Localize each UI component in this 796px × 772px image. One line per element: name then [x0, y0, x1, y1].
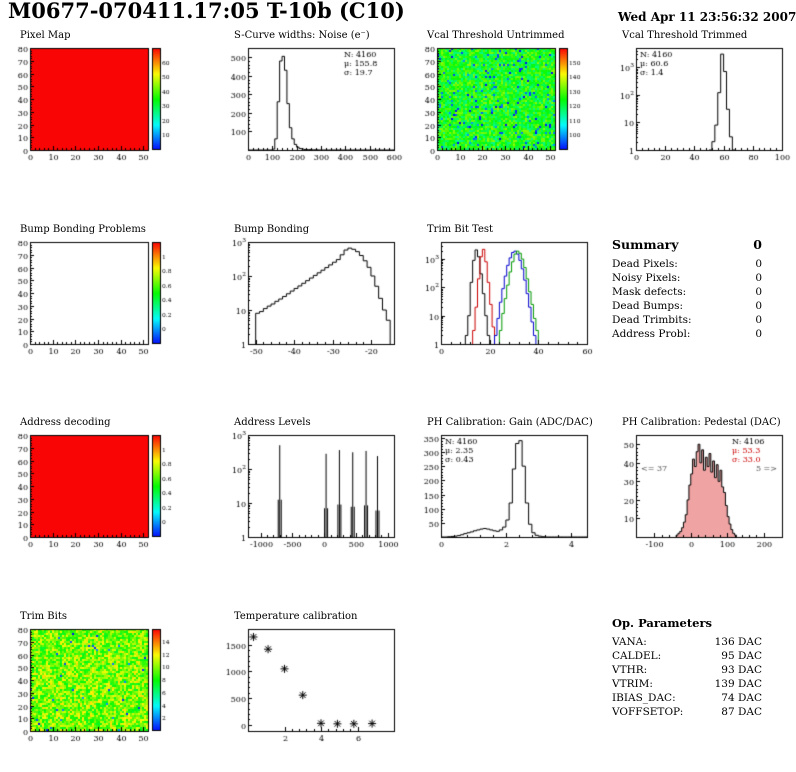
scurve-noise-title: S-Curve widths: Noise (e⁻) — [234, 30, 370, 41]
summary-value: 0 — [755, 258, 762, 270]
summary-value: 0 — [755, 272, 762, 284]
summary-row: Address Probl: 0 — [612, 327, 762, 341]
op-parameter-label: VTHR: — [612, 664, 648, 676]
summary-row: Dead Trimbits: 0 — [612, 313, 762, 327]
cell-bump-bonding: Bump Bonding — [222, 224, 412, 382]
op-parameters-heading: Op. Parameters — [612, 616, 713, 630]
scurve-noise-chart — [222, 42, 412, 187]
op-parameters-heading-row: Op. Parameters — [612, 616, 762, 630]
bump-bonding-title: Bump Bonding — [234, 224, 310, 235]
cell-ph-gain: PH Calibration: Gain (ADC/DAC) — [415, 417, 605, 575]
vcal-trimmed-chart — [610, 42, 796, 187]
timestamp: Wed Apr 11 23:56:32 2007 — [618, 10, 796, 24]
pixel-map-chart — [8, 42, 198, 187]
op-parameters-panel: Op. Parameters VANA: 136 DAC CALDEL: 95 … — [612, 616, 762, 719]
summary-row: Noisy Pixels: 0 — [612, 271, 762, 285]
summary-value: 0 — [755, 328, 762, 340]
op-parameter-value: 139 DAC — [714, 678, 762, 690]
cell-vcal-trimmed: Vcal Threshold Trimmed — [610, 30, 796, 188]
cell-vcal-untrimmed: Vcal Threshold Untrimmed — [415, 30, 605, 188]
address-levels-chart — [222, 429, 412, 574]
trim-bits-chart — [8, 623, 198, 768]
summary-panel: Summary 0 Dead Pixels: 0 Noisy Pixels: 0… — [612, 237, 762, 341]
page-title: M0677-070411.17:05 T-10b (C10) — [8, 0, 405, 23]
trim-bit-test-chart — [415, 236, 605, 381]
summary-label: Address Probl: — [612, 328, 691, 340]
op-parameter-row: VTHR: 93 DAC — [612, 663, 762, 677]
cell-address-decoding: Address decoding — [8, 417, 198, 575]
cell-temperature: Temperature calibration — [222, 611, 412, 769]
op-parameter-row: VANA: 136 DAC — [612, 635, 762, 649]
pixel-map-title: Pixel Map — [20, 30, 71, 41]
cell-address-levels: Address Levels — [222, 417, 412, 575]
bump-problems-title: Bump Bonding Problems — [20, 224, 146, 235]
cell-trim-bits: Trim Bits — [8, 611, 198, 769]
op-parameter-row: IBIAS_DAC: 74 DAC — [612, 691, 762, 705]
op-parameter-row: VOFFSETOP: 87 DAC — [612, 705, 762, 719]
temperature-title: Temperature calibration — [234, 611, 358, 622]
op-parameter-row: VTRIM: 139 DAC — [612, 677, 762, 691]
summary-label: Dead Bumps: — [612, 300, 684, 312]
summary-row: Mask defects: 0 — [612, 285, 762, 299]
summary-label: Noisy Pixels: — [612, 272, 681, 284]
bump-bonding-chart — [222, 236, 412, 381]
address-decoding-title: Address decoding — [20, 417, 111, 428]
op-parameter-label: VANA: — [612, 636, 647, 648]
temperature-chart — [222, 623, 412, 768]
summary-heading: Summary — [612, 237, 679, 252]
summary-row: Dead Pixels: 0 — [612, 257, 762, 271]
vcal-untrimmed-title: Vcal Threshold Untrimmed — [427, 30, 565, 41]
op-parameter-value: 136 DAC — [714, 636, 762, 648]
op-parameter-label: CALDEL: — [612, 650, 662, 662]
trim-bits-title: Trim Bits — [20, 611, 68, 622]
summary-heading-row: Summary 0 — [612, 237, 762, 252]
bump-problems-chart — [8, 236, 198, 381]
op-parameter-value: 74 DAC — [721, 692, 762, 704]
op-parameter-value: 95 DAC — [721, 650, 762, 662]
summary-value: 0 — [755, 300, 762, 312]
ph-gain-title: PH Calibration: Gain (ADC/DAC) — [427, 417, 593, 428]
op-parameter-row: CALDEL: 95 DAC — [612, 649, 762, 663]
ph-gain-chart — [415, 429, 605, 574]
address-levels-title: Address Levels — [234, 417, 311, 428]
cell-trim-bit-test: Trim Bit Test — [415, 224, 605, 382]
op-parameter-value: 93 DAC — [721, 664, 762, 676]
summary-label: Dead Pixels: — [612, 258, 678, 270]
ph-pedestal-title: PH Calibration: Pedestal (DAC) — [622, 417, 781, 428]
vcal-trimmed-title: Vcal Threshold Trimmed — [622, 30, 748, 41]
summary-total: 0 — [753, 237, 762, 252]
op-parameter-value: 87 DAC — [721, 706, 762, 718]
summary-label: Dead Trimbits: — [612, 314, 692, 326]
op-parameter-label: VOFFSETOP: — [612, 706, 684, 718]
cell-pixel-map: Pixel Map — [8, 30, 198, 188]
ph-pedestal-chart — [610, 429, 796, 574]
summary-row: Dead Bumps: 0 — [612, 299, 762, 313]
trim-bit-test-title: Trim Bit Test — [427, 224, 494, 235]
op-parameter-label: IBIAS_DAC: — [612, 692, 676, 704]
cell-bump-problems: Bump Bonding Problems — [8, 224, 198, 382]
vcal-untrimmed-chart — [415, 42, 605, 187]
cell-scurve-noise: S-Curve widths: Noise (e⁻) — [222, 30, 412, 188]
summary-label: Mask defects: — [612, 286, 687, 298]
summary-value: 0 — [755, 286, 762, 298]
address-decoding-chart — [8, 429, 198, 574]
cell-ph-pedestal: PH Calibration: Pedestal (DAC) — [610, 417, 796, 575]
op-parameter-label: VTRIM: — [612, 678, 653, 690]
summary-value: 0 — [755, 314, 762, 326]
